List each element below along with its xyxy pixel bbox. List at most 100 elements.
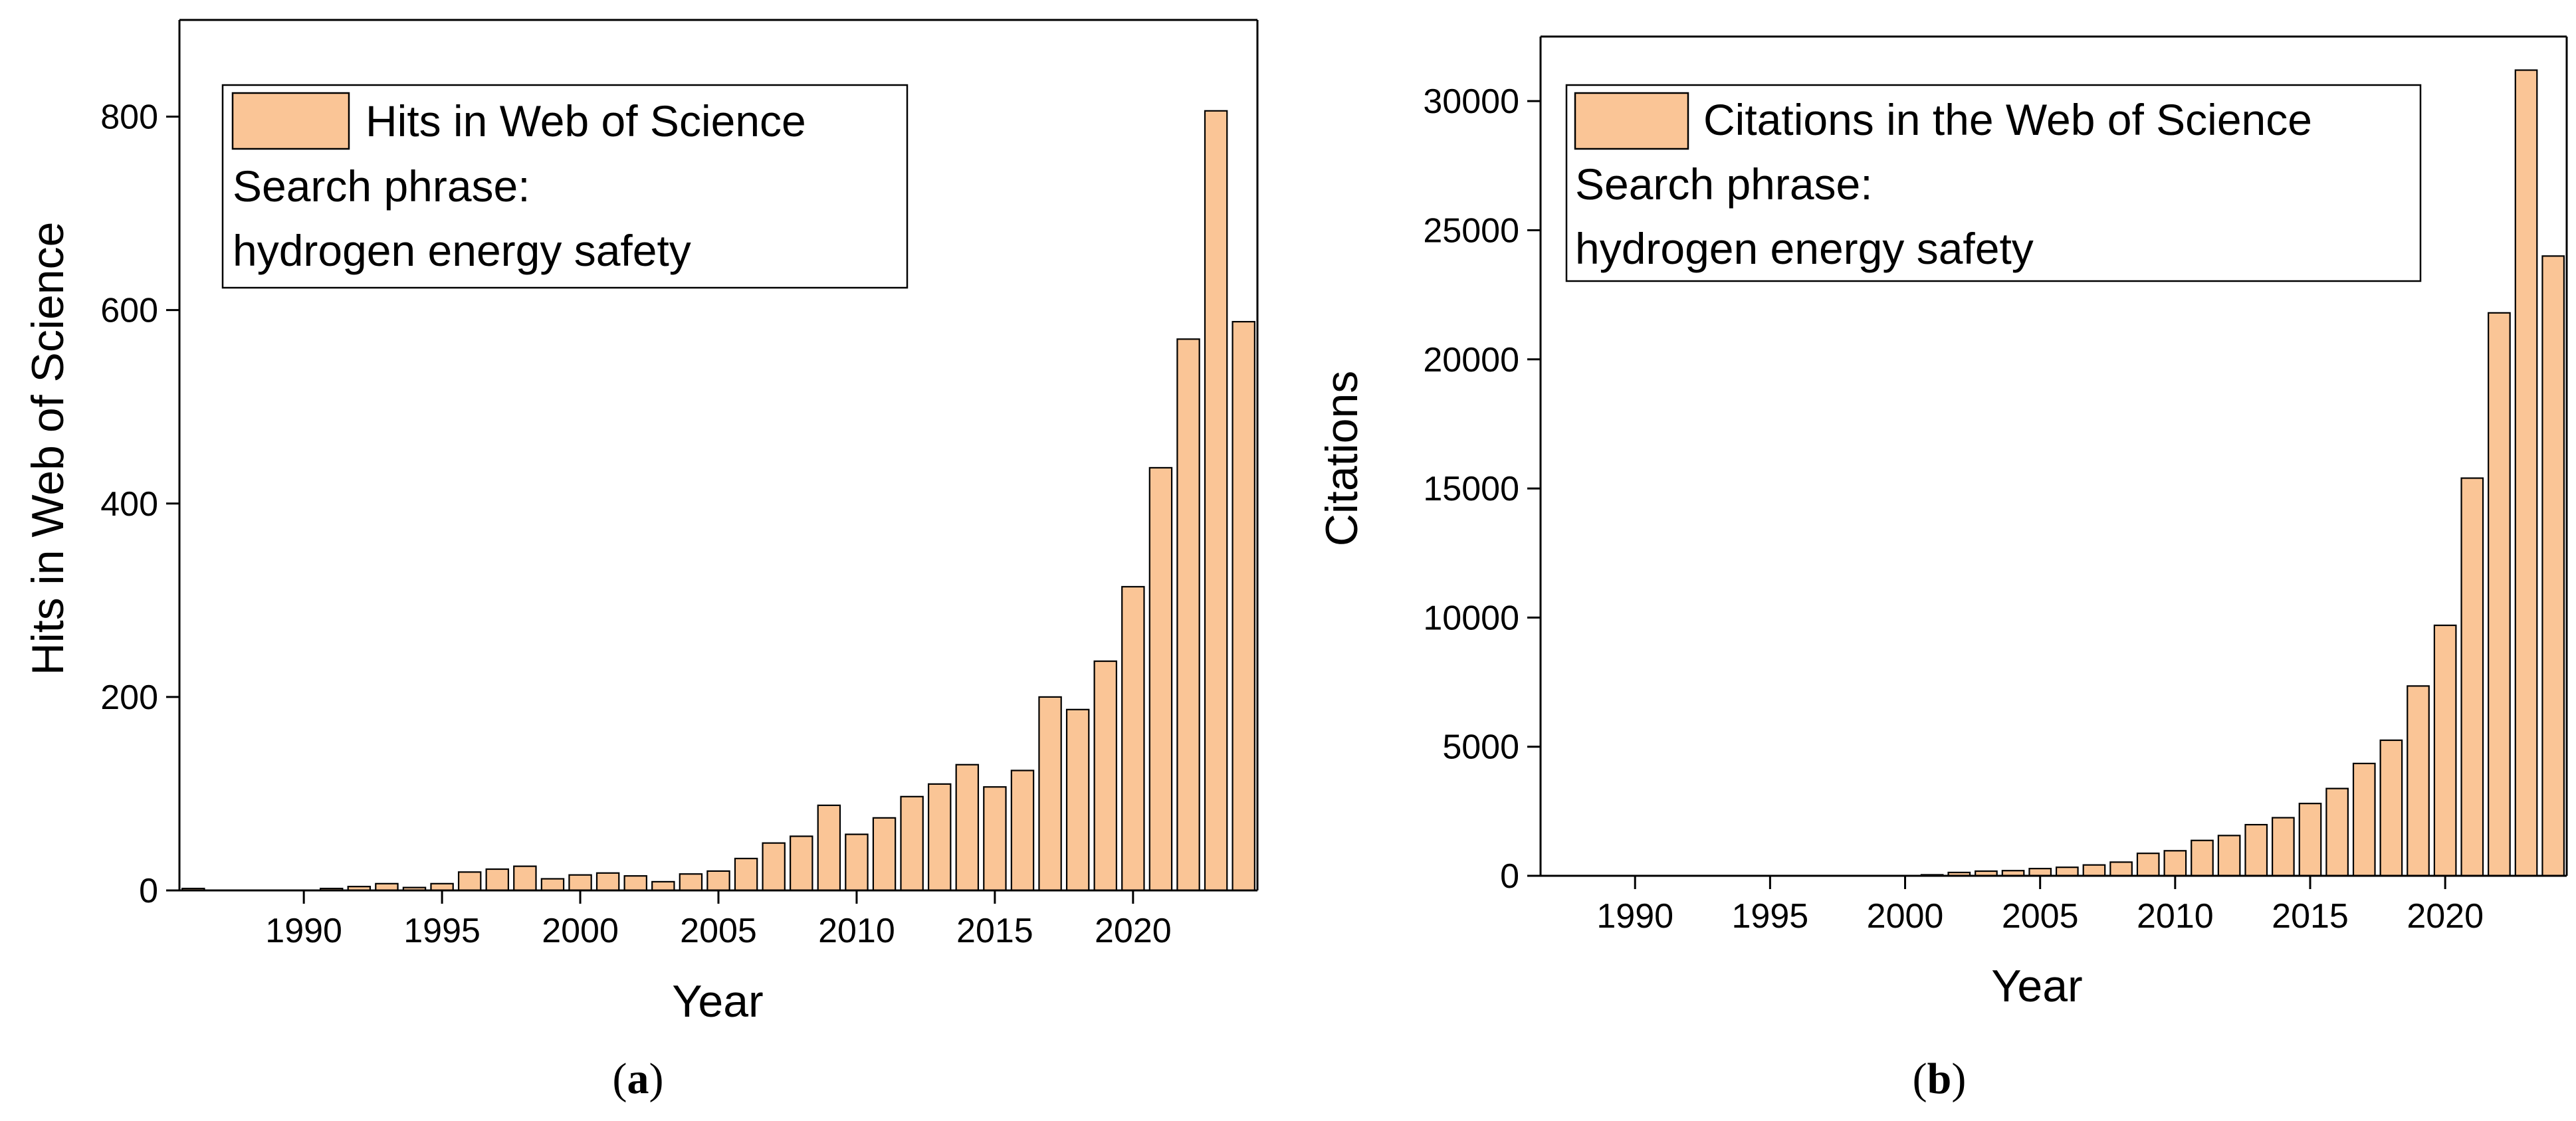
y-tick-label-0: 0: [139, 872, 158, 910]
y-tick-label-600: 600: [100, 292, 158, 330]
bar-2016: [2325, 787, 2349, 877]
y-tick-label-30000: 30000: [1423, 82, 1519, 121]
bar-2019: [1093, 660, 1117, 892]
bar-2010: [2163, 850, 2187, 877]
y-tick-label-0: 0: [1500, 857, 1519, 896]
legend-line-1-b: Search phrase:: [1575, 159, 1873, 209]
bar-2022: [1176, 338, 1200, 892]
bar-2003: [651, 880, 675, 892]
x-tick-label-2000: 2000: [542, 912, 619, 950]
y-tick-label-10000: 10000: [1423, 599, 1519, 637]
bar-1998: [513, 865, 537, 892]
bar-2000: [568, 874, 592, 892]
bar-1993: [375, 882, 399, 892]
x-tick-label-1990: 1990: [1596, 897, 1673, 936]
bar-2023: [1204, 110, 1228, 892]
bar-2010: [845, 833, 869, 892]
bar-1996: [457, 871, 482, 892]
x-tick-label-1990: 1990: [265, 912, 342, 950]
panel-label-a: (a): [613, 1055, 664, 1103]
bar-2016: [1010, 769, 1035, 892]
bar-2015: [983, 786, 1007, 892]
y-tick-label-200: 200: [100, 678, 158, 717]
x-axis-ticks-b: 1990 1995 2000 2005 2010 2015 2020: [1596, 876, 2484, 936]
x-axis-ticks-a: 1990 1995 2000 2005 2010 2015 2020: [265, 890, 1172, 950]
bar-2005: [706, 870, 730, 892]
x-tick-label-2015: 2015: [2272, 897, 2349, 936]
x-tick-label-1995: 1995: [403, 912, 481, 950]
bar-2012: [2217, 835, 2241, 877]
bar-2006: [734, 857, 758, 892]
bar-2024: [2541, 255, 2565, 877]
x-tick-label-2005: 2005: [2002, 897, 2079, 936]
bar-2019: [2407, 685, 2430, 877]
panel-label-b: (b): [1913, 1055, 1967, 1103]
bar-2013: [927, 783, 952, 892]
axes-frame-b: [1539, 35, 2568, 877]
legend-swatch-a: [231, 92, 350, 150]
chart-panel-b: 1990 1995 2000 2005 2010 2015 2020 0 5000 10000 1…: [1317, 35, 2568, 1103]
legend-box-b: [1565, 84, 2422, 282]
bar-2007: [2082, 864, 2106, 877]
bar-2009: [2136, 853, 2160, 877]
bar-2014: [2272, 817, 2295, 877]
legend-swatch-b: [1574, 92, 1689, 150]
bar-1995: [430, 882, 454, 892]
bar-2014: [955, 764, 980, 892]
x-tick-label-2020: 2020: [2407, 897, 2484, 936]
bar-2007: [762, 842, 786, 892]
bar-2008: [2109, 861, 2133, 877]
bar-2005: [2028, 868, 2052, 877]
legend-a: Hits in Web of Science Search phrase: hy…: [221, 84, 909, 289]
bar-2012: [900, 795, 924, 892]
y-axis-title-b: Citations: [1317, 371, 1367, 547]
y-axis-title-a: Hits in Web of Science: [23, 222, 73, 676]
bar-2017: [1038, 696, 1062, 892]
y-axis-ticks-a: 0 200 400 600 800: [100, 98, 179, 910]
bar-2015: [2298, 803, 2322, 877]
x-tick-label-2020: 2020: [1095, 912, 1172, 950]
legend-series-label-b: Citations in the Web of Science: [1703, 95, 2312, 144]
legend-line-2-a: hydrogen energy safety: [233, 226, 691, 275]
legend-b: Citations in the Web of Science Search p…: [1565, 84, 2422, 282]
bar-2018: [2379, 739, 2403, 877]
bar-2008: [790, 835, 813, 892]
bar-2020: [1121, 585, 1145, 892]
y-tick-label-15000: 15000: [1423, 470, 1519, 508]
y-tick-label-5000: 5000: [1442, 728, 1519, 767]
bar-2021: [2460, 477, 2484, 877]
bar-1997: [485, 868, 510, 892]
chart-panel-a: 1990 1995 2000 2005 2010 2015 2020 0 200 400 600 8…: [23, 19, 1259, 1103]
bar-2018: [1065, 708, 1090, 892]
bar-2021: [1148, 466, 1173, 892]
y-tick-label-20000: 20000: [1423, 341, 1519, 379]
legend-line-2-b: hydrogen energy safety: [1575, 224, 2034, 273]
bar-2020: [2433, 624, 2457, 877]
bar-2017: [2352, 762, 2376, 877]
bar-2022: [2488, 312, 2511, 877]
bar-2001: [595, 872, 620, 892]
y-tick-label-400: 400: [100, 485, 158, 524]
x-tick-label-2010: 2010: [818, 912, 895, 950]
bar-2004: [679, 873, 703, 892]
y-axis-ticks-b: 0 5000 10000 15000 20000 25000 30000: [1423, 82, 1541, 896]
y-tick-label-800: 800: [100, 98, 158, 137]
bar-series-citations: [1920, 69, 2565, 877]
x-tick-label-2005: 2005: [680, 912, 757, 950]
bar-2009: [817, 804, 841, 892]
bar-2024: [1232, 321, 1255, 892]
legend-series-label-a: Hits in Web of Science: [366, 96, 806, 146]
bar-2023: [2514, 69, 2538, 877]
x-tick-label-2000: 2000: [1867, 897, 1944, 936]
x-axis-title-a: Year: [672, 976, 763, 1027]
bar-2011: [2191, 839, 2214, 877]
bar-2013: [2244, 823, 2268, 877]
bar-2011: [872, 817, 897, 892]
bar-series-hits: [181, 110, 1255, 892]
bar-2002: [623, 875, 647, 892]
bar-2006: [2055, 866, 2079, 877]
x-tick-label-2015: 2015: [956, 912, 1033, 950]
x-axis-title-b: Year: [1991, 961, 2082, 1011]
bar-1999: [540, 878, 565, 892]
